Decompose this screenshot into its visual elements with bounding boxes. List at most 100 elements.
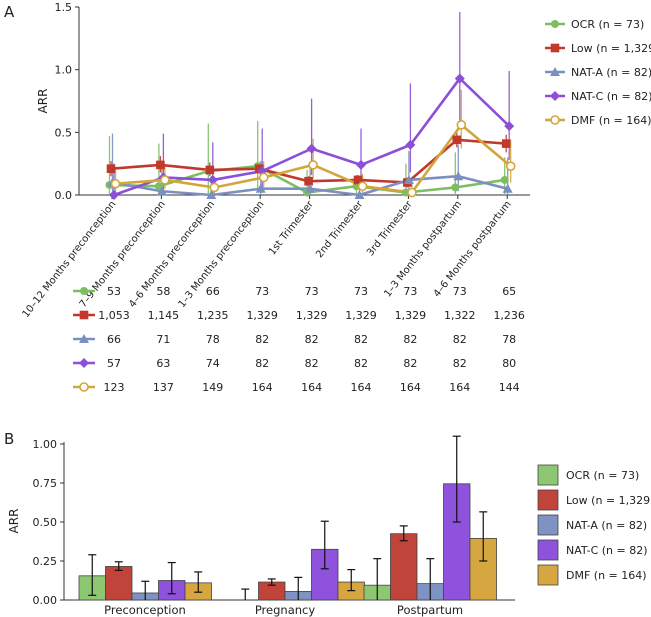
line-chart-panel: ARR 0.0 0.5 1.0 1.5 10–12 Months preconcept…: [21, 1, 651, 394]
table-cell: 82: [453, 357, 467, 370]
data-point: [207, 174, 218, 185]
table-cell: 144: [499, 381, 520, 394]
data-point: [110, 178, 121, 189]
x-tick-label: 10–12 Months preconception: [21, 199, 119, 320]
legend-label: NAT-A (n = 82): [566, 519, 647, 532]
table-cell: 80: [502, 357, 516, 370]
table-cell: 74: [206, 357, 220, 370]
table-cell: 1,236: [493, 309, 525, 322]
table-cell: 123: [104, 381, 125, 394]
panel-a-label: A: [4, 3, 15, 21]
legend-marker: [550, 67, 560, 76]
y-ticks: 0.00 0.25 0.50 0.75 1.00: [33, 438, 64, 607]
table-cell: 1,235: [197, 309, 229, 322]
data-point: [205, 165, 215, 175]
y-tick-label: 0.25: [33, 555, 58, 568]
bar: [390, 533, 418, 601]
legend-swatch: [537, 564, 559, 586]
table-cell: 65: [502, 285, 516, 298]
table-cell: 164: [449, 381, 470, 394]
table-row-marker: [79, 334, 89, 343]
data-point: [255, 183, 266, 193]
legend-label: DMF (n = 164): [571, 114, 651, 127]
data-point: [206, 190, 217, 199]
data-point: [305, 183, 316, 193]
y-tick-label: 1.0: [55, 64, 73, 77]
y-axis-label: ARR: [7, 509, 21, 534]
data-point: [405, 139, 416, 150]
table-cell: 82: [305, 357, 319, 370]
table-cell: 82: [453, 333, 467, 346]
table-cell: 82: [255, 333, 269, 346]
data-point: [308, 160, 318, 170]
data-point: [451, 183, 460, 192]
table-row-marker: [79, 358, 89, 368]
data-point: [356, 159, 366, 170]
data-point: [454, 73, 465, 84]
table-cell: 73: [354, 285, 368, 298]
table-cell: 149: [202, 381, 223, 394]
table-cell: 164: [351, 381, 372, 394]
legend-marker: [550, 91, 560, 101]
table-cell: 164: [400, 381, 421, 394]
y-tick-label: 0.75: [33, 477, 58, 490]
y-tick-label: 0.0: [55, 189, 73, 202]
legend: OCR (n = 73) Low (n = 1,329) NAT-A (n = 82…: [545, 18, 651, 127]
table-cell: 73: [403, 285, 417, 298]
table-row-marker: [79, 310, 89, 320]
y-ticks: 0.0 0.5 1.0 1.5: [55, 1, 79, 202]
data-point: [156, 160, 165, 170]
x-tick-label: 1st Trimester: [267, 198, 317, 257]
y-tick-label: 1.5: [55, 1, 73, 14]
data-point: [403, 174, 414, 184]
legend-label: Low (n = 1,329): [571, 42, 651, 55]
legend-swatch: [537, 464, 559, 486]
table-cell: 1,329: [296, 309, 328, 322]
x-ticks: Preconception Pregnancy Postpartum: [104, 603, 463, 617]
table-cell: 53: [107, 285, 121, 298]
data-point: [254, 164, 264, 173]
bars-group: [78, 435, 497, 601]
table-cell: 164: [301, 381, 322, 394]
table-cell: 82: [354, 333, 368, 346]
legend-swatch: [537, 539, 559, 561]
table-cell: 82: [403, 357, 417, 370]
data-point: [353, 175, 363, 185]
table-cell: 66: [206, 285, 220, 298]
data-point: [505, 161, 516, 171]
data-point: [407, 187, 417, 198]
table-cell: 1,329: [345, 309, 377, 322]
data-point: [304, 176, 313, 186]
table-cell: 73: [305, 285, 319, 298]
bar: [105, 566, 133, 601]
legend-marker: [551, 20, 559, 28]
panel-b-label: B: [4, 430, 14, 448]
y-axis-label: ARR: [36, 89, 50, 114]
legend-swatch: [537, 489, 559, 511]
legend-label: OCR (n = 73): [566, 469, 639, 482]
legend-marker: [550, 43, 560, 53]
data-point: [357, 181, 368, 192]
table-cell: 73: [453, 285, 467, 298]
data-point: [209, 182, 220, 193]
table-cell: 73: [255, 285, 269, 298]
legend-label: NAT-C (n = 82): [571, 90, 651, 103]
table-cell: 1,329: [395, 309, 427, 322]
table-cell: 164: [252, 381, 273, 394]
y-tick-label: 0.5: [55, 126, 73, 139]
data-point: [306, 143, 317, 154]
data-point: [500, 175, 509, 184]
legend-label: NAT-C (n = 82): [566, 544, 648, 557]
legend: OCR (n = 73) Low (n = 1,329) NAT-A (n = 82…: [537, 464, 651, 586]
data-point: [504, 121, 515, 132]
data-point: [258, 172, 269, 183]
data-point: [502, 183, 513, 193]
data-point: [354, 190, 365, 199]
table-cell: 1,322: [444, 309, 476, 322]
legend-label: OCR (n = 73): [571, 18, 644, 31]
x-tick-label: 7–9 Months preconception: [78, 199, 168, 310]
table-cell: 63: [156, 357, 170, 370]
data-point: [109, 190, 119, 200]
